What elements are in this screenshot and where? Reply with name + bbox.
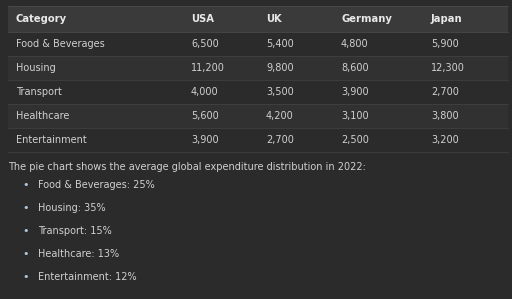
Bar [8,6,183,32]
Text: 2,700: 2,700 [431,87,459,97]
Text: Germany: Germany [341,14,392,24]
Bar [258,80,333,104]
Text: 3,200: 3,200 [431,135,459,145]
Text: 3,100: 3,100 [341,111,369,121]
Bar [333,56,423,80]
Text: 2,500: 2,500 [341,135,369,145]
Text: 3,900: 3,900 [341,87,369,97]
Bar [183,56,258,80]
Bar [423,56,508,80]
Bar [333,80,423,104]
Text: Healthcare: 13%: Healthcare: 13% [38,249,119,259]
Text: Entertainment: 12%: Entertainment: 12% [38,272,137,282]
Bar [8,104,183,128]
Bar [8,128,183,152]
Bar [333,32,423,56]
Text: Food & Beverages: Food & Beverages [16,39,105,49]
Bar [333,104,423,128]
Text: The pie chart shows the average global expenditure distribution in 2022:: The pie chart shows the average global e… [8,162,366,172]
Text: 3,800: 3,800 [431,111,459,121]
Bar [333,128,423,152]
Text: Japan: Japan [431,14,463,24]
Text: 2,700: 2,700 [266,135,294,145]
Bar [423,128,508,152]
Bar [258,32,333,56]
Text: 6,500: 6,500 [191,39,219,49]
Bar [8,80,183,104]
Text: Transport: Transport [16,87,62,97]
Bar [258,56,333,80]
Text: Healthcare: Healthcare [16,111,69,121]
Text: 3,900: 3,900 [191,135,219,145]
Text: •: • [23,249,29,259]
Text: •: • [23,180,29,190]
Text: •: • [23,203,29,213]
Text: 11,200: 11,200 [191,63,225,73]
Bar [183,80,258,104]
Text: •: • [23,226,29,236]
Bar [423,6,508,32]
Text: USA: USA [191,14,214,24]
Text: 5,400: 5,400 [266,39,294,49]
Bar [183,104,258,128]
Bar [183,32,258,56]
Text: Housing: Housing [16,63,56,73]
Bar [333,6,423,32]
Bar [423,104,508,128]
Bar [183,128,258,152]
Bar [258,104,333,128]
Text: 4,000: 4,000 [191,87,219,97]
Text: 8,600: 8,600 [341,63,369,73]
Text: Category: Category [16,14,67,24]
Text: 12,300: 12,300 [431,63,465,73]
Bar [258,6,333,32]
Text: Entertainment: Entertainment [16,135,87,145]
Text: Transport: 15%: Transport: 15% [38,226,112,236]
Text: Food & Beverages: 25%: Food & Beverages: 25% [38,180,155,190]
Text: Housing: 35%: Housing: 35% [38,203,105,213]
Text: 5,600: 5,600 [191,111,219,121]
Bar [183,6,258,32]
Text: 3,500: 3,500 [266,87,294,97]
Text: •: • [23,272,29,282]
Bar [8,32,183,56]
Text: 9,800: 9,800 [266,63,293,73]
Text: 4,200: 4,200 [266,111,294,121]
Bar [423,80,508,104]
Bar [258,128,333,152]
Text: 5,900: 5,900 [431,39,459,49]
Text: 4,800: 4,800 [341,39,369,49]
Text: UK: UK [266,14,282,24]
Bar [423,32,508,56]
Bar [8,56,183,80]
